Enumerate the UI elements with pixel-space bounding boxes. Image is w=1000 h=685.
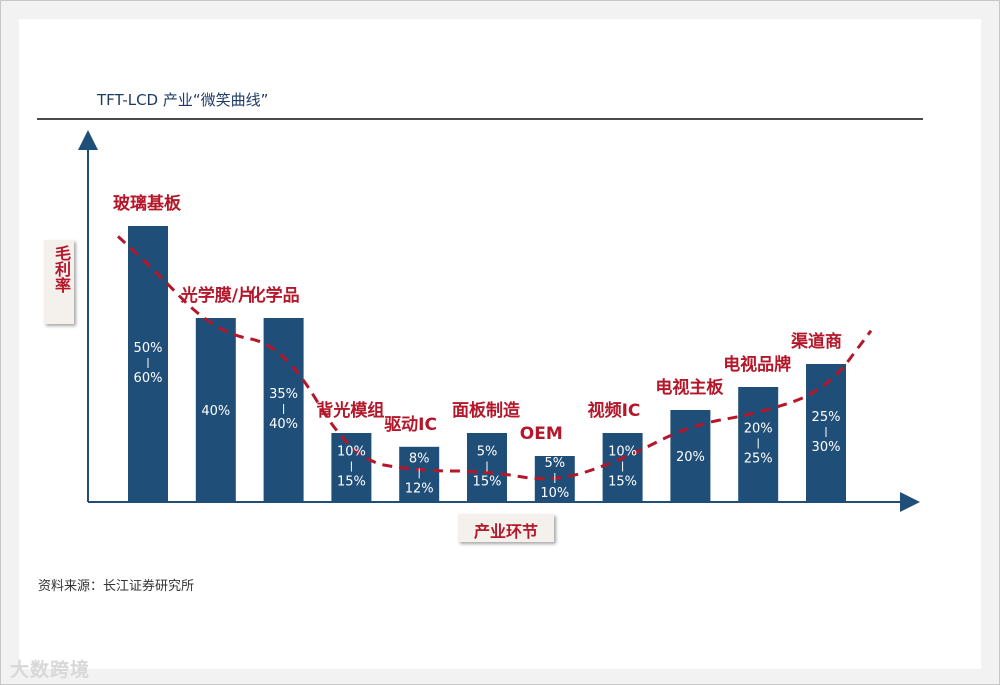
bar-2 <box>195 318 236 502</box>
x-axis-label: 产业环节 <box>473 522 538 541</box>
bar-value-label-high: 30% <box>812 440 841 455</box>
bar-value-label-low: 8% <box>409 451 430 466</box>
category-label-6: 面板制造 <box>452 400 521 421</box>
title-divider <box>37 118 923 120</box>
category-label-3: 化学品 <box>249 285 300 306</box>
bar-value-label-high: 25% <box>744 452 773 467</box>
bar-value-label-high: 15% <box>473 475 502 490</box>
bar-value-label-high: 12% <box>405 481 434 496</box>
bar-value-label: 40% <box>201 404 230 419</box>
smile-trend-line <box>116 235 873 481</box>
category-label-1: 玻璃基板 <box>113 193 182 214</box>
source-note: 资料来源：长江证券研究所 <box>38 579 195 594</box>
trend-layer <box>116 235 873 481</box>
category-label-9: 电视主板 <box>655 377 724 398</box>
category-label-11: 渠道商 <box>790 331 842 352</box>
chart-title: TFT-LCD 产业“微笑曲线” <box>97 91 269 109</box>
bar-value-label-low: 35% <box>269 387 298 402</box>
bar-value-label-high: 10% <box>540 486 569 501</box>
bar-value-label-low: 10% <box>337 445 366 460</box>
labels-layer: 50% 60% 玻璃基板 40% 光学膜/片 35% 40% 化学品 10% 15% 背光模组 8% 1… <box>113 193 842 501</box>
bar-value-label-low: 10% <box>608 445 637 460</box>
watermark: 大数跨境 <box>10 659 91 681</box>
category-label-8: 视频IC <box>588 400 641 421</box>
bar-value-label-low: 20% <box>744 422 773 437</box>
bar-value-label-high: 40% <box>269 417 298 432</box>
x-axis-label-box: 产业环节 <box>458 514 554 542</box>
category-label-10: 电视品牌 <box>723 354 791 375</box>
category-label-7: OEM <box>520 424 563 444</box>
axes-layer <box>78 130 920 512</box>
bar-value-label-low: 5% <box>477 445 498 460</box>
bar-value-label-high: 60% <box>134 371 163 386</box>
category-label-2: 光学膜/片 <box>180 285 255 306</box>
bar-value-label-low: 25% <box>812 410 841 425</box>
chart-panel <box>19 19 981 669</box>
bar-value-label-high: 15% <box>608 475 637 490</box>
bar-value-label: 20% <box>676 450 705 465</box>
bar-value-label-low: 50% <box>134 341 163 356</box>
category-label-5: 驱动IC <box>384 415 437 435</box>
bar-value-label-low: 5% <box>544 456 565 471</box>
category-label-4: 背光模组 <box>316 400 384 421</box>
y-axis-label: 毛利率 <box>52 245 71 293</box>
bar-value-label-high: 15% <box>337 475 366 490</box>
y-axis-label-box: 毛利率 <box>44 240 74 324</box>
